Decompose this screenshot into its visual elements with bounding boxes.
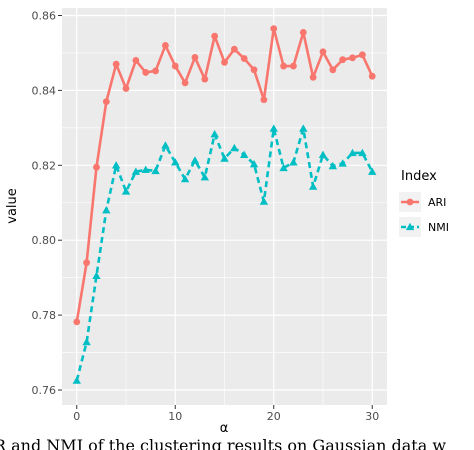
legend: Index ARI NMI (399, 169, 449, 237)
x-tick-label: 10 (168, 410, 182, 423)
y-tick-label: 0.84 (32, 84, 57, 97)
y-axis-title: value (5, 188, 20, 224)
ari-point (181, 79, 189, 87)
nmi-point (220, 154, 229, 162)
nmi-point (92, 271, 101, 279)
nmi-point (131, 167, 141, 175)
nmi-point (269, 124, 278, 132)
series-ari (73, 25, 376, 326)
x-tick-label: 20 (267, 410, 281, 423)
nmi-point (161, 141, 170, 149)
nmi-point (239, 150, 249, 158)
nmi-point (102, 206, 111, 214)
x-axis: 0 10 20 30 (73, 405, 379, 423)
ari-point (280, 62, 287, 70)
ari-point (211, 32, 219, 40)
nmi-point (348, 148, 357, 157)
gridlines (62, 8, 387, 405)
ari-point (201, 75, 209, 83)
nmi-point (299, 124, 308, 132)
nmi-point (141, 165, 150, 173)
ari-point (349, 54, 356, 62)
ari-point (191, 54, 199, 61)
y-tick-label: 0.76 (32, 384, 57, 397)
caption: R and NMI of the clustering results on G… (0, 436, 446, 450)
ari-point (358, 51, 366, 59)
y-tick-label: 0.86 (32, 9, 57, 22)
ari-point (240, 55, 248, 62)
nmi-point (121, 187, 131, 195)
nmi-point (249, 159, 259, 168)
ari-point (162, 42, 169, 49)
nmi-point (259, 197, 269, 205)
x-tick-label: 30 (365, 410, 379, 423)
nmi-point (210, 130, 219, 138)
nmi-point (190, 156, 200, 164)
nmi-point (289, 158, 298, 166)
ari-point (112, 60, 120, 68)
ari-point (319, 48, 327, 56)
ari-point (83, 259, 91, 267)
series-layer (72, 25, 377, 384)
ari-point (368, 72, 376, 80)
ari-point (339, 56, 347, 64)
ari-point (122, 85, 130, 92)
nmi-point (200, 173, 210, 181)
nmi-point (151, 166, 160, 175)
y-axis: 0.76 0.78 0.80 0.82 0.84 0.86 (32, 9, 62, 397)
y-tick-label: 0.78 (32, 309, 57, 322)
nmi-point (318, 150, 328, 158)
ari-point (290, 62, 297, 70)
y-tick-label: 0.82 (32, 159, 57, 172)
ari-point (142, 69, 150, 76)
nmi-point (279, 163, 288, 172)
legend-key-marker (406, 198, 414, 206)
nmi-point (328, 161, 338, 170)
x-tick-label: 0 (73, 410, 80, 423)
ari-point (132, 57, 140, 64)
legend-title: Index (401, 169, 437, 184)
nmi-point (72, 376, 81, 384)
ari-point (260, 96, 268, 104)
nmi-point (358, 148, 367, 157)
ari-point (329, 66, 337, 74)
legend-label: ARI (428, 196, 446, 209)
nmi-point (338, 159, 347, 167)
y-tick-label: 0.80 (32, 234, 57, 247)
legend-key-marker (405, 222, 415, 231)
nmi-point (230, 143, 239, 152)
nmi-point (180, 174, 190, 183)
series-nmi (72, 124, 377, 384)
ari-point (309, 73, 317, 81)
x-axis-title: α (220, 421, 229, 436)
ari-point (230, 45, 238, 53)
nmi-point (82, 337, 91, 346)
ari-point (270, 25, 278, 32)
ari-point (250, 66, 258, 74)
ari-point (73, 318, 81, 326)
ari-point (299, 28, 307, 36)
ari-point (93, 163, 100, 171)
nmi-point (111, 161, 121, 169)
ari-point (102, 98, 110, 106)
ari-point (152, 67, 159, 75)
legend-item-nmi: NMI (399, 217, 449, 237)
nmi-point (308, 182, 318, 190)
ari-point (171, 62, 179, 70)
ari-point (221, 58, 228, 66)
nmi-point (171, 158, 180, 166)
nmi-point (368, 167, 377, 175)
legend-label: NMI (428, 221, 449, 234)
legend-item-ari: ARI (399, 192, 446, 212)
